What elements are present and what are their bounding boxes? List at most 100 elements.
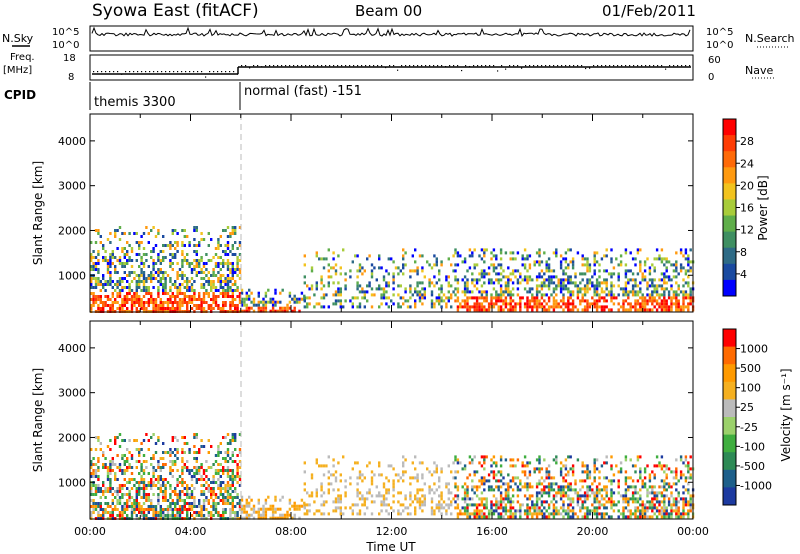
velocity-ytick-label: 4000	[58, 342, 86, 355]
power-cell	[617, 293, 620, 297]
power-cell	[483, 251, 486, 255]
velocity-cell	[569, 488, 572, 492]
velocity-cell	[660, 485, 664, 489]
velocity-cell	[135, 514, 138, 517]
nave-point	[393, 65, 395, 67]
power-cell	[579, 272, 582, 276]
velocity-cell	[157, 481, 160, 484]
nave-point	[653, 65, 655, 67]
power-cell	[140, 241, 143, 244]
velocity-cell	[564, 491, 568, 495]
velocity-cell	[399, 476, 402, 480]
velocity-cell	[279, 513, 282, 517]
power-cell	[622, 299, 625, 303]
power-cell	[97, 307, 100, 310]
velocity-cell	[397, 509, 400, 513]
velocity-cell	[229, 457, 232, 460]
velocity-cell	[430, 512, 434, 516]
power-cell	[624, 272, 628, 276]
power-cell	[104, 259, 107, 262]
power-cell	[320, 305, 323, 309]
power-cell	[183, 244, 186, 247]
power-cell	[687, 281, 690, 285]
power-cell	[588, 266, 592, 270]
velocity-cell	[349, 476, 352, 480]
power-cell	[492, 281, 496, 285]
velocity-cell	[499, 470, 503, 474]
power-cell	[475, 299, 479, 303]
power-cell	[588, 278, 592, 282]
velocity-cell	[238, 466, 242, 469]
power-cell	[217, 262, 220, 265]
velocity-cell	[243, 507, 246, 511]
velocity-cell	[142, 493, 146, 496]
power-cell	[104, 304, 107, 307]
velocity-cell	[392, 488, 395, 492]
velocity-cell	[402, 470, 405, 474]
power-cell	[581, 296, 584, 300]
velocity-cell	[665, 467, 668, 471]
nave-point	[193, 71, 195, 73]
power-cell	[308, 287, 311, 291]
velocity-cell	[293, 504, 296, 508]
power-cell	[135, 307, 138, 310]
power-cell	[99, 307, 102, 310]
power-cell	[222, 229, 225, 232]
velocity-cell	[159, 514, 162, 517]
power-cell	[689, 287, 692, 291]
velocity-cell	[222, 472, 225, 475]
velocity-cell	[610, 464, 613, 468]
velocity-cell	[559, 491, 563, 495]
velocity-cell	[169, 505, 172, 508]
power-cell	[349, 269, 352, 273]
power-cell	[631, 290, 635, 294]
velocity-cell	[195, 481, 198, 484]
power-cell	[118, 289, 122, 292]
velocity-cell	[487, 509, 491, 513]
velocity-cell	[466, 503, 469, 507]
power-cell	[193, 265, 196, 268]
power-cell	[545, 284, 548, 288]
velocity-cell	[375, 494, 378, 498]
power-cell	[483, 275, 486, 279]
power-cell	[433, 263, 436, 267]
velocity-cell	[166, 451, 170, 454]
velocity-cell	[382, 503, 386, 507]
velocity-cell	[567, 494, 570, 498]
velocity-cell	[140, 469, 143, 472]
velocity-cell	[271, 510, 275, 514]
power-cell	[133, 232, 136, 235]
velocity-cell	[162, 478, 165, 481]
velocity-cell	[174, 508, 177, 511]
power-cell	[663, 308, 666, 312]
velocity-cell	[672, 497, 676, 501]
power-cell	[318, 257, 321, 261]
power-cell	[450, 293, 453, 297]
velocity-cell	[135, 466, 138, 469]
velocity-cell	[636, 515, 640, 519]
power-cell	[440, 290, 443, 294]
power-cell	[99, 295, 102, 298]
power-cell	[130, 265, 134, 268]
velocity-cell	[687, 503, 690, 507]
power-cell	[202, 277, 206, 280]
power-cell	[643, 269, 647, 273]
velocity-cell	[159, 511, 162, 514]
power-cell	[593, 299, 596, 303]
power-cell	[238, 295, 242, 298]
velocity-cell	[552, 494, 556, 498]
power-cell	[655, 248, 659, 252]
power-cell	[567, 281, 570, 285]
velocity-cell	[636, 491, 640, 495]
power-cell	[310, 269, 314, 273]
power-cell	[629, 251, 632, 255]
velocity-cell	[631, 500, 635, 504]
power-cell	[675, 305, 678, 309]
power-cell	[552, 281, 556, 285]
power-cell	[435, 260, 438, 264]
power-cell	[523, 287, 527, 291]
power-cell	[121, 250, 124, 253]
velocity-cell	[641, 503, 644, 507]
power-cell	[322, 266, 326, 270]
velocity-cell	[205, 475, 208, 478]
